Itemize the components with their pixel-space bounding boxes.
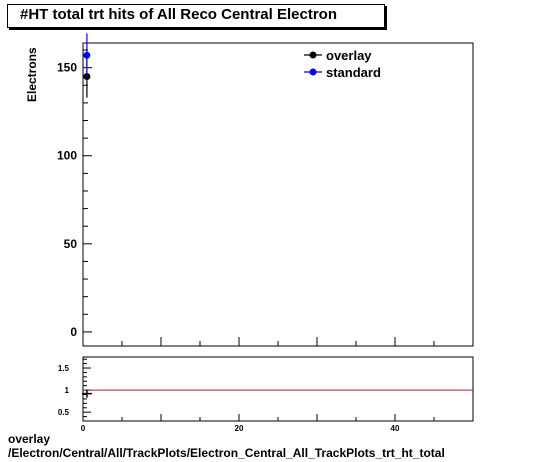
y-tick-label: 0 [70, 325, 77, 339]
y-tick-label: 50 [64, 237, 78, 251]
footer-label: overlay [8, 432, 51, 446]
legend-marker-1 [309, 68, 317, 76]
footer-path: /Electron/Central/All/TrackPlots/Electro… [8, 446, 445, 460]
main-plot-frame [82, 42, 474, 347]
y-axis-label: Electrons [25, 47, 39, 102]
legend-marker-0 [309, 51, 317, 59]
legend-entry-1: standard [326, 65, 381, 80]
chart-title-box: #HT total trt hits of All Reco Central E… [7, 4, 385, 28]
ratio-x-tick-label: 40 [391, 424, 400, 433]
y-tick-label: 100 [57, 149, 77, 163]
ratio-x-tick-label: 20 [235, 424, 244, 433]
chart-title: #HT total trt hits of All Reco Central E… [20, 6, 337, 23]
ratio-x-tick-label: 0 [81, 424, 86, 433]
ratio-y-tick-label: 1.5 [58, 364, 70, 373]
ratio-y-tick-label: 0.5 [58, 408, 70, 417]
data-point-1 [83, 51, 91, 59]
y-tick-label: 150 [57, 61, 77, 75]
ratio-plot-frame [82, 356, 474, 422]
legend-entry-0: overlay [326, 48, 372, 63]
ratio-y-tick-label: 1 [65, 386, 70, 395]
